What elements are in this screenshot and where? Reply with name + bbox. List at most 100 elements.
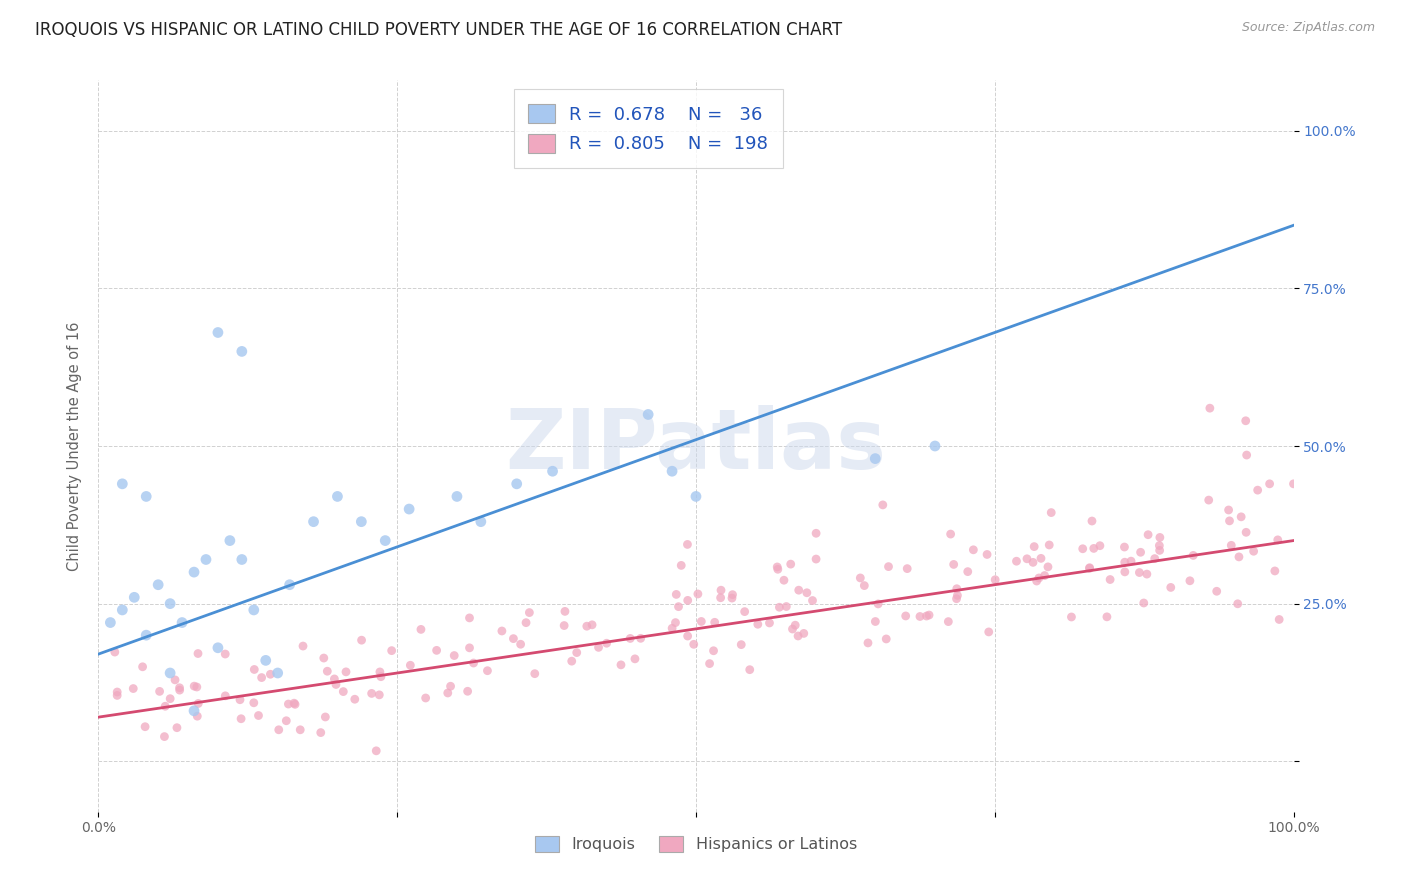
Point — [463, 656, 485, 670]
Point — [796, 586, 818, 600]
Point — [302, 515, 325, 529]
Point — [1160, 581, 1182, 595]
Point — [710, 583, 733, 598]
Point — [915, 609, 938, 624]
Point — [690, 615, 713, 629]
Point — [426, 643, 449, 657]
Point — [335, 665, 357, 679]
Point — [187, 697, 209, 711]
Point — [398, 502, 420, 516]
Point — [332, 684, 354, 698]
Point — [477, 664, 499, 678]
Point — [918, 608, 941, 623]
Point — [155, 699, 177, 714]
Point — [561, 654, 583, 668]
Point — [766, 562, 789, 576]
Point — [169, 681, 191, 695]
Point — [166, 721, 188, 735]
Point — [686, 587, 709, 601]
Legend: Iroquois, Hispanics or Latinos: Iroquois, Hispanics or Latinos — [529, 830, 863, 859]
Point — [661, 464, 683, 478]
Y-axis label: Child Poverty Under the Age of 16: Child Poverty Under the Age of 16 — [66, 321, 82, 571]
Point — [207, 326, 229, 340]
Point — [105, 689, 128, 703]
Point — [491, 624, 513, 638]
Point — [399, 658, 422, 673]
Point — [183, 679, 205, 693]
Point — [276, 714, 298, 728]
Point — [942, 558, 965, 572]
Point — [945, 591, 967, 606]
Point — [865, 615, 887, 629]
Point — [977, 624, 1000, 639]
Point — [721, 588, 744, 602]
Point — [849, 571, 872, 585]
Point — [1095, 610, 1118, 624]
Text: ZIPatlas: ZIPatlas — [506, 406, 886, 486]
Point — [804, 526, 827, 541]
Point — [254, 653, 277, 667]
Point — [676, 629, 699, 643]
Point — [219, 533, 242, 548]
Point — [703, 615, 725, 630]
Point — [1258, 476, 1281, 491]
Point — [231, 344, 253, 359]
Point — [243, 696, 266, 710]
Point — [214, 689, 236, 703]
Point — [259, 667, 281, 681]
Point — [277, 697, 299, 711]
Point — [801, 593, 824, 607]
Point — [243, 603, 266, 617]
Point — [946, 589, 969, 603]
Point — [588, 640, 610, 655]
Point — [229, 692, 252, 706]
Point — [664, 615, 686, 630]
Point — [1178, 574, 1201, 588]
Point — [668, 599, 690, 614]
Point — [104, 645, 127, 659]
Point — [738, 663, 761, 677]
Point — [1081, 514, 1104, 528]
Point — [872, 498, 894, 512]
Point — [1136, 567, 1159, 582]
Point — [1040, 506, 1063, 520]
Point — [595, 636, 617, 650]
Point — [1198, 493, 1220, 508]
Point — [1230, 509, 1253, 524]
Point — [946, 582, 969, 596]
Point — [1029, 551, 1052, 566]
Point — [148, 578, 170, 592]
Point — [159, 665, 181, 680]
Point — [309, 725, 332, 739]
Point — [470, 515, 492, 529]
Point — [443, 648, 465, 663]
Point — [458, 640, 481, 655]
Point — [637, 408, 659, 422]
Point — [1226, 597, 1249, 611]
Point — [665, 587, 688, 601]
Point — [135, 490, 157, 504]
Point — [231, 552, 253, 566]
Point — [250, 671, 273, 685]
Point — [782, 622, 804, 636]
Point — [159, 597, 181, 611]
Point — [1114, 565, 1136, 579]
Point — [1143, 551, 1166, 566]
Point — [312, 651, 335, 665]
Point — [374, 533, 396, 548]
Point — [1036, 560, 1059, 574]
Point — [368, 665, 391, 679]
Point — [1267, 533, 1289, 547]
Point — [541, 464, 564, 478]
Point — [165, 673, 187, 687]
Point — [283, 696, 305, 710]
Point — [1078, 561, 1101, 575]
Point — [1268, 612, 1291, 626]
Point — [624, 652, 647, 666]
Point — [630, 632, 652, 646]
Point — [439, 679, 461, 693]
Point — [787, 629, 810, 643]
Point — [446, 490, 468, 504]
Point — [702, 644, 724, 658]
Point — [1149, 543, 1171, 558]
